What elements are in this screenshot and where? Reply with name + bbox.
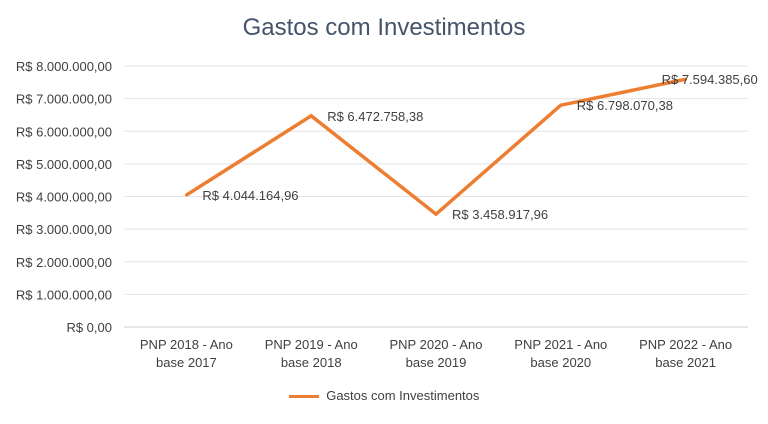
- y-tick-label: R$ 1.000.000,00: [16, 287, 112, 302]
- data-label: R$ 7.594.385,60: [662, 72, 758, 87]
- data-point: [684, 77, 688, 81]
- x-tick-label: PNP 2020 - Ano: [390, 337, 483, 352]
- y-tick-label: R$ 4.000.000,00: [16, 190, 112, 205]
- x-tick-label: PNP 2021 - Ano: [514, 337, 607, 352]
- y-tick-label: R$ 3.000.000,00: [16, 222, 112, 237]
- y-tick-label: R$ 5.000.000,00: [16, 157, 112, 172]
- x-tick-label: PNP 2022 - Ano: [639, 337, 732, 352]
- y-tick-label: R$ 7.000.000,00: [16, 92, 112, 107]
- y-tick-label: R$ 2.000.000,00: [16, 255, 112, 270]
- x-tick-label: base 2020: [530, 355, 591, 370]
- chart-title: Gastos com Investimentos: [242, 14, 526, 41]
- x-tick-label: base 2017: [156, 355, 217, 370]
- legend-label: Gastos com Investimentos: [326, 388, 480, 403]
- y-tick-label: R$ 6.000.000,00: [16, 124, 112, 139]
- x-tick-label: base 2021: [655, 355, 716, 370]
- y-tick-label: R$ 0,00: [66, 320, 112, 335]
- data-label: R$ 4.044.164,96: [202, 188, 298, 203]
- data-label: R$ 6.798.070,38: [577, 98, 673, 113]
- legend-swatch: [288, 395, 319, 399]
- data-label: R$ 3.458.917,96: [452, 207, 548, 222]
- x-tick-label: base 2019: [406, 355, 467, 370]
- x-tick-label: PNP 2018 - Ano: [140, 337, 233, 352]
- legend: Gastos com Investimentos: [0, 388, 768, 403]
- x-tick-label: base 2018: [281, 355, 342, 370]
- data-point: [184, 193, 188, 197]
- y-tick-label: R$ 8.000.000,00: [16, 59, 112, 74]
- x-tick-label: PNP 2019 - Ano: [265, 337, 358, 352]
- data-label: R$ 6.472.758,38: [327, 109, 423, 124]
- data-point: [434, 212, 438, 216]
- data-point: [309, 114, 313, 118]
- data-point: [559, 103, 563, 107]
